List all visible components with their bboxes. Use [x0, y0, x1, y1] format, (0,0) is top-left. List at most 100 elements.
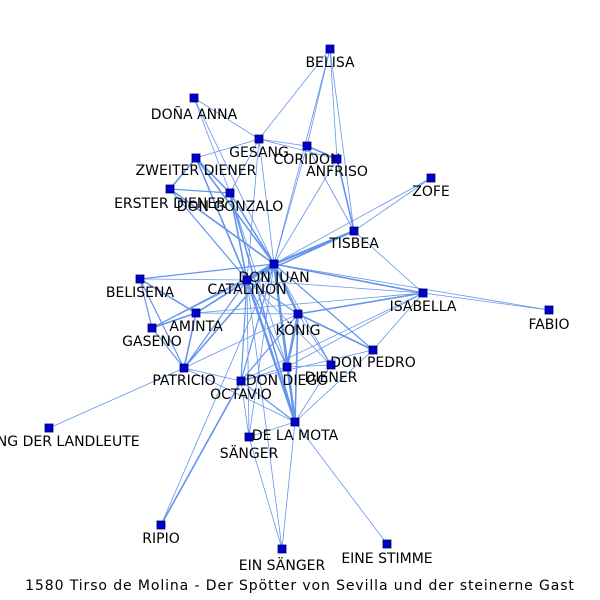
node-marker [282, 362, 292, 372]
edge-don_juan-don_diego [273, 263, 288, 368]
edge-isabella-aminta [195, 292, 424, 314]
edge-don_gonzalo-de_la_mota [229, 192, 296, 423]
node-isabella: ISABELLA [390, 288, 457, 315]
node-label: GASENO [122, 334, 182, 350]
edge-konig-aminta [195, 312, 299, 315]
edge-anfriso-gesang [258, 138, 338, 160]
edge-octavio-de_la_mota [240, 380, 296, 423]
edge-don_juan-dona_anna [193, 97, 275, 265]
edge-catalinon-de_la_mota [245, 278, 297, 424]
node-marker [293, 309, 303, 319]
node-don-diego: DON DIEGO [246, 362, 328, 389]
edge-don_juan-sanger [248, 263, 275, 438]
node-marker [191, 153, 201, 163]
node-anfriso: ANFRISO [306, 154, 368, 180]
edge-don_pedro-de_la_mota [294, 349, 374, 423]
node-marker [325, 44, 335, 54]
node-ein-sanger: EIN SÄNGER [239, 544, 326, 574]
node-eine-stimme: EINE STIMME [341, 539, 433, 567]
edge-aminta-patricio [183, 312, 197, 369]
node-marker [165, 184, 175, 194]
node-don-pedro: DON PEDRO [330, 345, 416, 371]
edge-octavio-don_diego [240, 366, 288, 382]
edge-don_juan-erster_diener [169, 188, 275, 265]
edge-octavio-sanger [240, 380, 250, 438]
node-marker [332, 154, 342, 164]
node-gaseno: GASENO [122, 323, 182, 350]
node-gesang: GESANG [229, 134, 289, 161]
edge-coridon-gesang [258, 138, 308, 147]
node-label: OCTAVIO [210, 387, 272, 403]
node-diener: DIENER [305, 360, 358, 386]
node-tisbea: TISBEA [328, 226, 379, 252]
node-label: DIENER [305, 370, 358, 386]
edge-catalinon-tisbea [246, 230, 355, 281]
node-fabio: FABIO [528, 305, 570, 333]
node-label: BELISENA [106, 285, 175, 301]
edge-don_juan-belisa [273, 48, 331, 265]
node-label: EIN SÄNGER [239, 556, 326, 574]
node-label: ANFRISO [306, 164, 368, 180]
edge-tisbea-belisa [329, 48, 355, 232]
edge-anfriso-coridon [306, 145, 338, 160]
edge-konig-diener [297, 313, 332, 366]
edge-isabella-don_pedro [372, 292, 424, 351]
node-marker [269, 259, 279, 269]
edge-don_gonzalo-don_diego [229, 192, 288, 368]
edge-catalinon-belisena [139, 278, 248, 281]
node-marker [544, 305, 554, 315]
edge-catalinon-aminta [195, 279, 248, 314]
node-marker [382, 539, 392, 549]
edge-tisbea-coridon [306, 145, 355, 232]
edge-don_juan-gesang [258, 138, 275, 265]
edge-tisbea-anfriso [336, 158, 355, 232]
node-marker [290, 417, 300, 427]
node-label: TISBEA [328, 236, 379, 252]
edge-konig-patricio [183, 313, 299, 369]
edge-belisena-aminta [139, 278, 197, 314]
edge-anfriso-belisa [329, 48, 338, 160]
node-label: CORIDON [274, 152, 341, 168]
node-label: DE LA MOTA [252, 428, 339, 444]
node-zofe: ZOFE [412, 173, 450, 200]
node-marker [135, 274, 145, 284]
edge-gaseno-patricio [151, 327, 185, 369]
node-marker [302, 141, 312, 151]
node-aminta: AMINTA [169, 308, 223, 335]
node-marker [156, 520, 166, 530]
edge-don_juan-octavio [240, 263, 275, 382]
edge-tisbea-zofe [353, 177, 432, 232]
node-ripio: RIPIO [142, 520, 180, 547]
node-don-juan: DON JUAN [238, 259, 310, 286]
node-label: DOÑA ANNA [151, 106, 238, 123]
node-marker [368, 345, 378, 355]
node-label: PATRICIO [152, 373, 215, 389]
edge-de_la_mota-sanger [248, 421, 296, 438]
node-marker [254, 134, 264, 144]
edge-don_diego-diener [286, 364, 332, 368]
edge-don_juan-fabio [273, 263, 550, 311]
edge-belisena-gaseno [139, 278, 153, 329]
edge-de_la_mota-don_diego [286, 366, 296, 423]
edge-catalinon-sanger [246, 279, 250, 438]
edge-don_juan-konig [272, 262, 300, 316]
node-sanger: SÄNGER [220, 432, 279, 462]
node-konig: KÖNIG [276, 309, 321, 339]
node-catalinon: CATALINON [207, 275, 287, 298]
node-patricio: PATRICIO [152, 363, 216, 389]
node-label: FABIO [528, 317, 569, 333]
edge-erster_diener-don_gonzalo [169, 188, 231, 194]
node-label: KÖNIG [276, 321, 321, 339]
edge-patricio-gesang_landleute [48, 367, 185, 429]
node-label: DON JUAN [238, 270, 309, 286]
edge-catalinon-gaseno [151, 279, 248, 329]
node-marker [189, 93, 199, 103]
node-label: ISABELLA [390, 299, 457, 315]
node-marker [236, 376, 246, 386]
node-label: ZOFE [412, 184, 450, 200]
node-marker [426, 173, 436, 183]
edge-catalinon-zweiter_diener [195, 157, 248, 281]
node-marker [242, 275, 252, 285]
